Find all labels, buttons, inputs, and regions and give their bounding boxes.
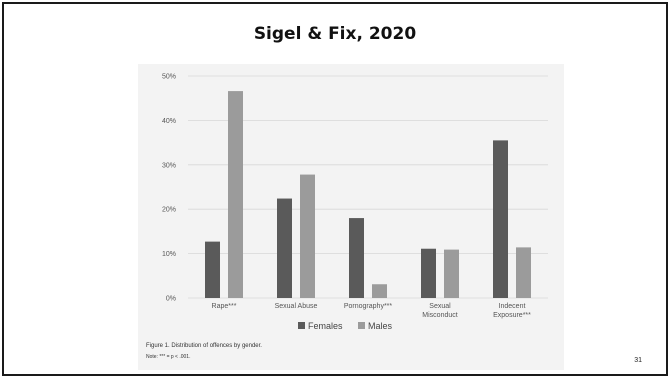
x-tick-label: Sexual	[429, 303, 451, 310]
legend-label-females: Females	[308, 321, 343, 331]
x-tick-label: Rape***	[212, 303, 237, 310]
legend-label-males: Males	[368, 321, 393, 331]
x-tick-label: Pornography***	[344, 303, 393, 310]
legend-swatch-males	[358, 322, 365, 329]
bar-males	[372, 284, 387, 298]
x-tick-label: Sexual Abuse	[275, 303, 318, 310]
y-tick-label: 10%	[162, 251, 176, 258]
y-tick-label: 50%	[162, 74, 176, 81]
legend-swatch-females	[298, 322, 305, 329]
x-tick-label: Misconduct	[422, 312, 457, 319]
y-tick-label: 30%	[162, 162, 176, 169]
bar-chart: 0% 10% 20% 30% 40% 50% Rape*** Sexual Abuse Porn…	[162, 74, 548, 331]
slide-title: Sigel & Fix, 2020	[253, 24, 417, 44]
bar-females	[493, 140, 508, 298]
bar-females	[205, 241, 220, 298]
figure-panel: 0% 10% 20% 30% 40% 50% Rape*** Sexual Abuse Porn…	[138, 64, 564, 370]
y-tick-label: 0%	[166, 296, 176, 303]
figure-note: Note: *** = p < .001.	[146, 354, 191, 360]
x-tick-label: Indecent	[499, 303, 526, 310]
bar-males	[300, 174, 315, 298]
bar-females	[421, 248, 436, 298]
bar-females	[349, 218, 364, 298]
bar-males	[228, 91, 243, 298]
bar-males	[444, 249, 459, 298]
bar-females	[277, 198, 292, 298]
x-tick-label: Exposure***	[493, 312, 531, 319]
y-tick-label: 40%	[162, 118, 176, 125]
figure-caption: Figure 1. Distribution of offences by ge…	[146, 343, 262, 349]
bar-males	[516, 247, 531, 298]
y-tick-label: 20%	[162, 207, 176, 214]
page-number: 31	[634, 357, 642, 364]
